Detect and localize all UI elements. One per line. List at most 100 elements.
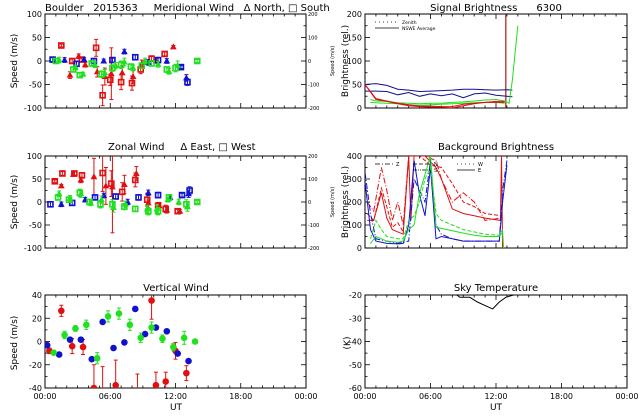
marker-square [106, 76, 114, 84]
data-point-blue [131, 305, 139, 313]
right-y-tick-label: 100 [308, 36, 318, 42]
data-point-blue [100, 57, 108, 64]
data-point-red [59, 170, 66, 177]
marker-square [154, 207, 162, 215]
data-point-green [104, 310, 112, 323]
x-tick-label: 18:00 [229, 392, 252, 401]
y-tick-label: 0 [37, 198, 42, 207]
marker-dot [121, 339, 128, 346]
marker-triangle [154, 60, 162, 67]
marker-dot [104, 313, 112, 320]
data-point-green [61, 330, 68, 340]
y-axis-label: Brightness (rel.) [341, 25, 351, 97]
marker-dot [131, 305, 139, 313]
data-point-red [133, 166, 140, 181]
data-point-green [137, 332, 144, 343]
marker-dot [77, 336, 85, 343]
legend-label: S [434, 168, 437, 174]
marker-square [112, 193, 119, 200]
marker-triangle [169, 43, 177, 50]
y-axis-label: Brightness (rel.) [341, 166, 351, 238]
series-line-green-n [370, 165, 504, 240]
data-point-green [165, 67, 173, 75]
y-tick-label: 0 [357, 104, 362, 113]
series-line-temperature [456, 295, 514, 310]
marker-dot [174, 350, 181, 357]
legend-label: NSWE Average [402, 26, 436, 32]
x-tick-label: 12:00 [484, 392, 507, 401]
marker-triangle [121, 180, 128, 188]
series-line-red-n [366, 156, 502, 234]
data-point-red [102, 167, 110, 205]
marker-dot [66, 336, 74, 343]
marker-triangle [129, 64, 137, 71]
y-tick-label: 200 [347, 10, 362, 19]
marker-triangle [141, 57, 149, 64]
data-point-green [154, 60, 162, 68]
marker-triangle [133, 169, 140, 176]
legend: Z NS WE [375, 162, 483, 174]
marker-triangle [107, 70, 115, 77]
data-point-blue [99, 318, 106, 326]
y-tick-label: -50 [29, 81, 42, 90]
marker-square [186, 187, 193, 194]
x-tick-label: 18:00 [550, 392, 573, 401]
marker-triangle [129, 72, 137, 80]
y-axis-label: Speed (m/s) [10, 34, 20, 89]
x-tick-label: 00:00 [615, 392, 638, 401]
data-point-green [112, 61, 120, 70]
y-axis-label-right: Speed (m/s) [330, 187, 336, 217]
plot-area [365, 156, 508, 248]
data-point-blue [186, 186, 193, 195]
y-tick-label: -50 [349, 361, 362, 370]
chart-title: Signal Brightness 6300 [430, 3, 562, 14]
y-tick-label: -100 [24, 244, 42, 253]
data-point-blue [141, 330, 149, 338]
x-tick-label: 06:00 [99, 392, 122, 401]
plot-area [47, 156, 201, 234]
marker-dot [90, 384, 98, 388]
marker-triangle [112, 62, 120, 69]
y-tick-label: 50 [352, 81, 362, 90]
right-y-tick-label: 200 [308, 12, 318, 18]
marker-square [47, 201, 54, 208]
marker-square [131, 205, 139, 213]
marker-triangle [122, 200, 129, 207]
y-axis-label-right: Speed (m/s) [330, 46, 336, 76]
data-point-blue [80, 56, 88, 63]
y-tick-label: 100 [27, 10, 42, 19]
marker-dot [148, 297, 155, 304]
marker-dot [99, 318, 106, 326]
data-point-green [91, 61, 99, 69]
data-point-green [101, 68, 109, 77]
data-point-blue [45, 341, 51, 349]
marker-square [51, 178, 59, 185]
marker-square [92, 44, 100, 52]
marker-triangle [77, 176, 85, 183]
x-axis-label: UT [490, 403, 503, 413]
data-point-green [98, 195, 105, 204]
marker-dot [112, 381, 119, 388]
data-point-green [159, 334, 166, 343]
data-point-red [58, 304, 65, 317]
marker-dot [93, 354, 101, 362]
y-tick-label: 400 [347, 152, 362, 161]
right-y-tick-label: -200 [308, 246, 319, 252]
marker-triangle [144, 189, 152, 196]
y-tick-label: -100 [24, 104, 42, 113]
marker-triangle [118, 69, 126, 76]
data-point-green [126, 318, 134, 331]
data-point-green [174, 60, 182, 71]
marker-dot [185, 357, 192, 365]
data-point-red [112, 359, 119, 388]
plot-area [365, 14, 519, 108]
data-point-red [135, 373, 140, 388]
right-y-tick-label: 100 [308, 177, 318, 183]
y-tick-label: 0 [37, 338, 42, 347]
data-point-green [50, 349, 57, 356]
data-point-green [131, 205, 139, 213]
chart-title: Zonal Wind Δ East, □ West [108, 142, 256, 153]
data-point-green [117, 60, 125, 70]
x-axis-label: UT [170, 403, 183, 413]
